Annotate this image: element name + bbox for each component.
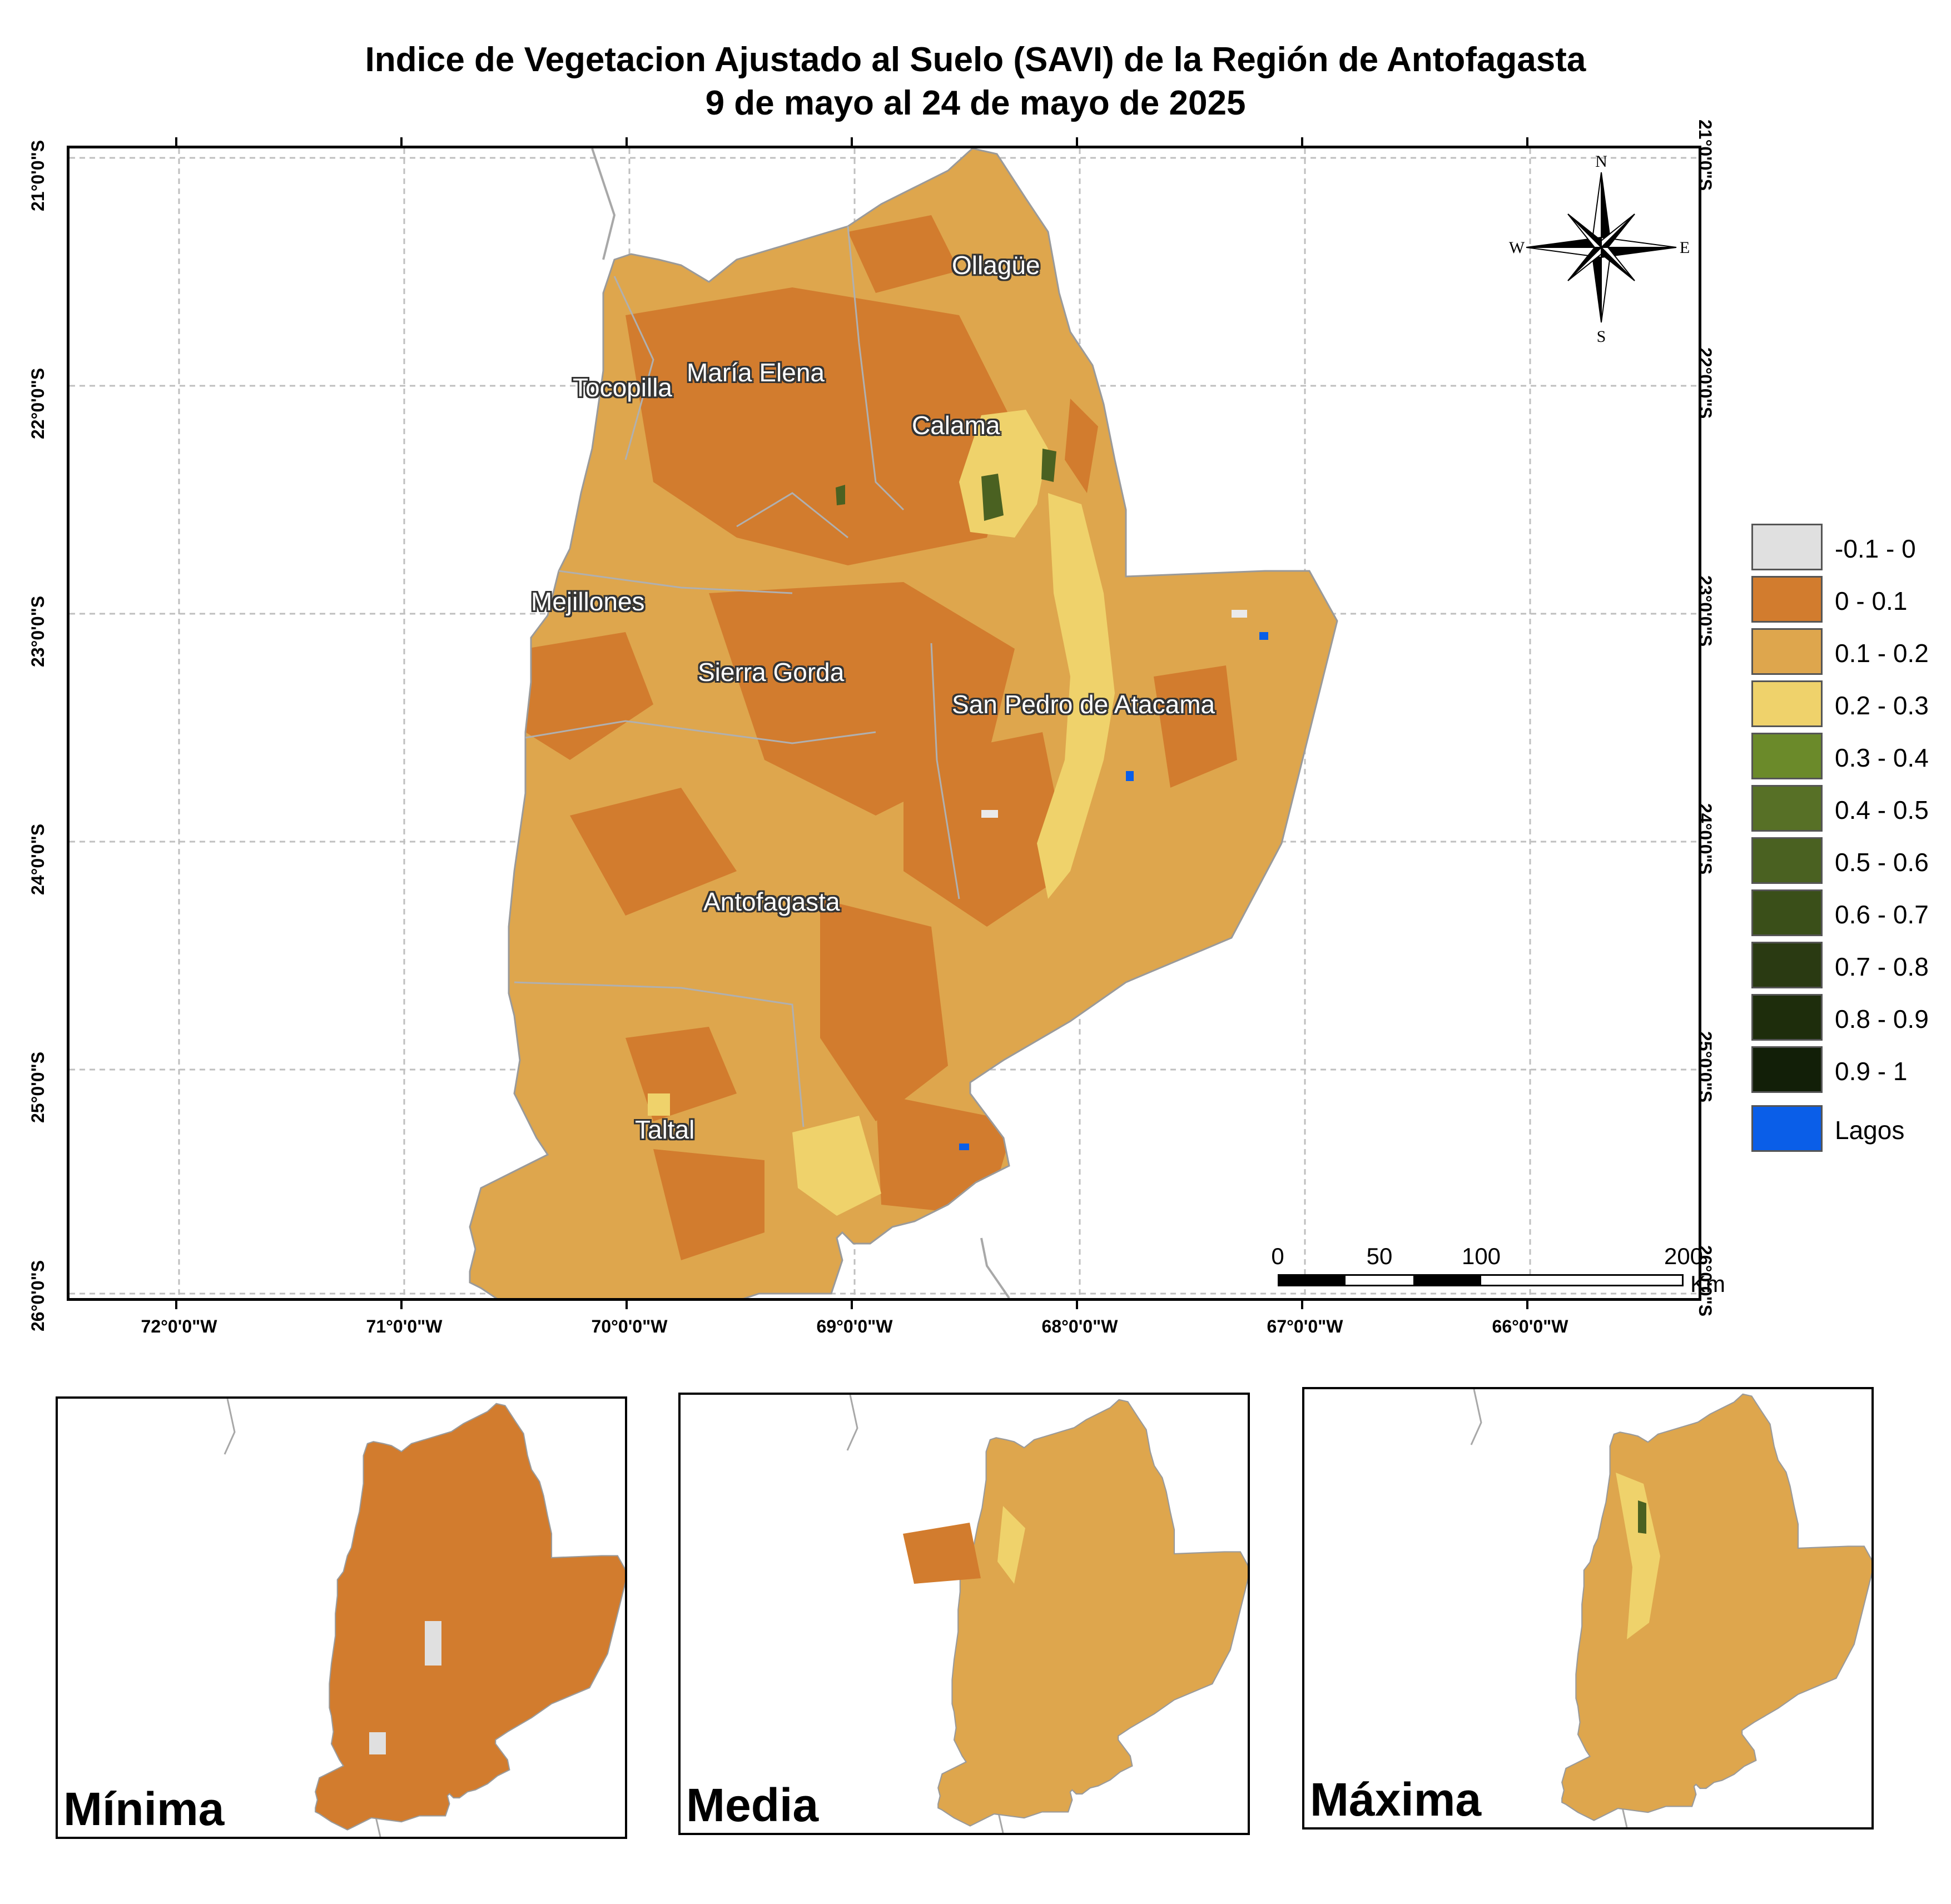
compass-w-label: W (1509, 238, 1525, 257)
place-calama: Calama (912, 411, 1000, 440)
inset-media-label: Media (686, 1779, 819, 1831)
place-tocopilla: Tocopilla (573, 373, 672, 402)
scale-label-50: 50 (1366, 1243, 1393, 1269)
north-arrow: N S E W (1501, 147, 1701, 347)
legend-label: 0.5 - 0.6 (1835, 848, 1929, 877)
lat-label-left-21s: 21°0'0"S (28, 140, 48, 211)
savi-raster (470, 148, 1337, 1298)
scale-label-0: 0 (1271, 1243, 1284, 1269)
lon-label-68w: 68°0'0"W (1041, 1316, 1118, 1336)
commune-boundaries (514, 226, 960, 1127)
lon-label-67w: 67°0'0"W (1267, 1316, 1343, 1336)
legend-swatch (1751, 994, 1823, 1041)
legend-swatch (1751, 733, 1823, 779)
place-ollague: Ollagüe (952, 251, 1040, 280)
lat-label-right-25s: 25°0'0"S (1695, 1031, 1715, 1103)
national-boundaries (591, 148, 1010, 1298)
legend-swatch (1751, 524, 1823, 570)
lon-label-66w: 66°0'0"W (1492, 1316, 1568, 1336)
legend-swatch (1751, 680, 1823, 727)
legend-label: 0.3 - 0.4 (1835, 743, 1929, 772)
legend-label: 0.2 - 0.3 (1835, 691, 1929, 720)
lon-label-72w: 72°0'0"W (141, 1316, 217, 1336)
place-taltal: Taltal (635, 1115, 695, 1144)
scale-label-100: 100 (1461, 1243, 1501, 1269)
place-maria-elena: María Elena (687, 358, 825, 387)
inset-maxima-map (1470, 1389, 1871, 1827)
legend-label: 0 - 0.1 (1835, 586, 1908, 615)
lat-label-left-26s: 26°0'0"S (28, 1260, 48, 1331)
lat-label-left-23s: 23°0'0"S (28, 595, 48, 667)
lat-label-left-22s: 22°0'0"S (28, 367, 48, 439)
compass-e-label: E (1680, 238, 1690, 257)
legend-swatch (1751, 942, 1823, 988)
place-san-pedro-de-atacama: San Pedro de Atacama (952, 690, 1215, 719)
legend-label: Lagos (1835, 1116, 1905, 1145)
inset-maxima: Máxima (1302, 1387, 1874, 1830)
legend-swatch (1751, 889, 1823, 936)
inset-media-map (846, 1395, 1248, 1833)
legend-swatch (1751, 576, 1823, 623)
inset-maxima-label: Máxima (1310, 1773, 1482, 1826)
lon-label-69w: 69°0'0"W (816, 1316, 893, 1336)
legend-swatch (1751, 1046, 1823, 1093)
legend-label: -0.1 - 0 (1835, 534, 1916, 563)
legend-label: 0.1 - 0.2 (1835, 639, 1929, 668)
compass-s-label: S (1597, 327, 1606, 346)
legend-swatch (1751, 1105, 1823, 1152)
legend-swatch (1751, 785, 1823, 832)
lon-label-71w: 71°0'0"W (366, 1316, 443, 1336)
lat-label-left-25s: 25°0'0"S (28, 1051, 48, 1123)
legend-label: 0.7 - 0.8 (1835, 952, 1929, 981)
lon-label-70w: 70°0'0"W (591, 1316, 668, 1336)
inset-media: Media (678, 1393, 1250, 1835)
map-title: Indice de Vegetacion Ajustado al Suelo (… (365, 41, 1586, 79)
inset-minima-label: Mínima (63, 1783, 225, 1835)
main-map (67, 146, 1701, 1301)
inset-minima: Mínima (56, 1396, 627, 1839)
scale-label-200: 200 (1664, 1243, 1704, 1269)
map-subtitle: 9 de mayo al 24 de mayo de 2025 (705, 84, 1246, 122)
place-antofagasta: Antofagasta (703, 887, 840, 916)
lat-label-right-22s: 22°0'0"S (1695, 347, 1715, 419)
place-sierra-gorda: Sierra Gorda (698, 658, 845, 687)
lat-label-right-23s: 23°0'0"S (1695, 575, 1715, 647)
inset-minima-map (224, 1399, 625, 1837)
lat-label-right-24s: 24°0'0"S (1695, 803, 1715, 875)
legend-swatch (1751, 837, 1823, 884)
legend-label: 0.8 - 0.9 (1835, 1005, 1929, 1033)
legend-label: 0.4 - 0.5 (1835, 796, 1929, 824)
place-mejillones: Mejillones (531, 587, 645, 616)
lat-label-left-24s: 24°0'0"S (28, 823, 48, 895)
compass-rose-icon: N S E W (1509, 152, 1690, 346)
main-map-svg (69, 148, 1699, 1298)
legend-swatch (1751, 628, 1823, 675)
legend-label: 0.9 - 1 (1835, 1057, 1908, 1086)
compass-n-label: N (1595, 152, 1607, 171)
legend-label: 0.6 - 0.7 (1835, 900, 1929, 929)
scale-unit: Km (1690, 1271, 1725, 1297)
